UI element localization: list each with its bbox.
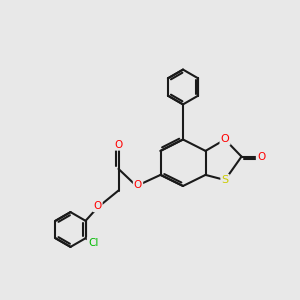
Text: O: O <box>220 134 230 145</box>
Text: Cl: Cl <box>88 238 98 248</box>
Text: O: O <box>134 179 142 190</box>
Text: S: S <box>221 175 229 185</box>
Text: O: O <box>93 201 102 211</box>
Text: O: O <box>114 140 123 150</box>
Text: O: O <box>257 152 265 162</box>
